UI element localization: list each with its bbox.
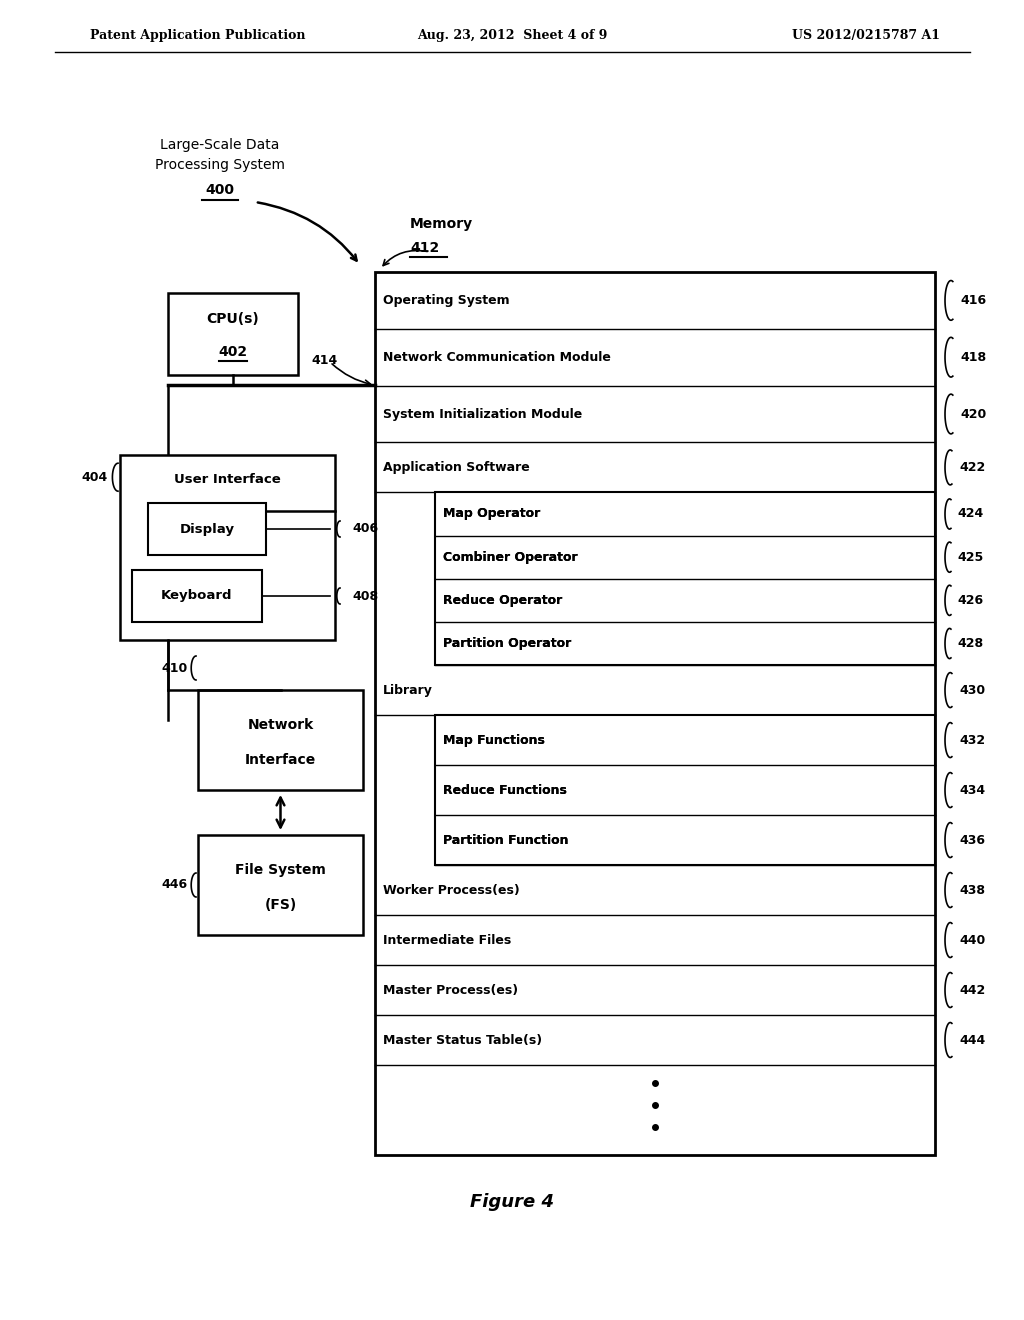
Text: 424: 424: [957, 507, 983, 520]
Text: 422: 422: [959, 461, 985, 474]
Text: Partition Function: Partition Function: [443, 833, 568, 846]
Text: US 2012/0215787 A1: US 2012/0215787 A1: [792, 29, 940, 41]
Text: Large-Scale Data: Large-Scale Data: [161, 139, 280, 152]
Bar: [132, 570, 262, 622]
Text: Keyboard: Keyboard: [161, 590, 232, 602]
Text: Patent Application Publication: Patent Application Publication: [90, 29, 305, 41]
Text: Interface: Interface: [245, 752, 316, 767]
Text: 446: 446: [162, 879, 188, 891]
Text: System Initialization Module: System Initialization Module: [383, 408, 583, 421]
Text: Reduce Operator: Reduce Operator: [443, 594, 562, 607]
Text: Partition Function: Partition Function: [443, 833, 568, 846]
Text: 412: 412: [410, 242, 439, 255]
Text: Network Communication Module: Network Communication Module: [383, 351, 611, 364]
Text: 425: 425: [957, 550, 983, 564]
Text: 428: 428: [957, 638, 983, 649]
Text: Processing System: Processing System: [155, 158, 285, 172]
Text: 432: 432: [959, 734, 985, 747]
Text: 402: 402: [218, 345, 248, 359]
Text: Map Functions: Map Functions: [443, 734, 545, 747]
Bar: [435, 492, 935, 665]
Text: Master Status Table(s): Master Status Table(s): [383, 1034, 542, 1047]
Text: 436: 436: [959, 833, 985, 846]
Text: Combiner Operator: Combiner Operator: [443, 550, 578, 564]
Text: Aug. 23, 2012  Sheet 4 of 9: Aug. 23, 2012 Sheet 4 of 9: [417, 29, 607, 41]
Text: 438: 438: [959, 883, 985, 896]
Text: 420: 420: [961, 408, 987, 421]
Text: 400: 400: [206, 183, 234, 197]
Text: 414: 414: [311, 354, 338, 367]
Text: Reduce Functions: Reduce Functions: [443, 784, 567, 796]
Bar: [198, 690, 362, 789]
Text: 416: 416: [961, 294, 987, 308]
Text: 426: 426: [957, 594, 983, 607]
Text: Memory: Memory: [410, 216, 473, 231]
Text: User Interface: User Interface: [174, 473, 281, 486]
Text: Figure 4: Figure 4: [470, 1193, 554, 1210]
Text: Map Functions: Map Functions: [443, 734, 545, 747]
Text: Combiner Operator: Combiner Operator: [443, 550, 578, 564]
Text: 410: 410: [162, 661, 188, 675]
Text: Intermediate Files: Intermediate Files: [383, 933, 511, 946]
Text: 408: 408: [352, 590, 378, 602]
Text: 442: 442: [959, 983, 985, 997]
Text: 440: 440: [959, 933, 985, 946]
Text: Library: Library: [383, 684, 433, 697]
Text: Network: Network: [248, 718, 313, 733]
Bar: [120, 455, 335, 640]
Text: 434: 434: [959, 784, 985, 796]
Text: Map Operator: Map Operator: [443, 507, 541, 520]
Text: Reduce Functions: Reduce Functions: [443, 784, 567, 796]
Text: Master Process(es): Master Process(es): [383, 983, 518, 997]
Bar: [375, 272, 935, 1155]
Text: CPU(s): CPU(s): [207, 313, 259, 326]
Bar: [435, 715, 935, 865]
Bar: [148, 503, 266, 554]
Text: Application Software: Application Software: [383, 461, 529, 474]
Text: 406: 406: [352, 523, 378, 536]
Text: 430: 430: [959, 684, 985, 697]
Text: Partition Operator: Partition Operator: [443, 638, 571, 649]
Text: 444: 444: [959, 1034, 985, 1047]
Text: Operating System: Operating System: [383, 294, 510, 308]
Text: 404: 404: [82, 471, 108, 483]
Text: Display: Display: [179, 523, 234, 536]
Text: Worker Process(es): Worker Process(es): [383, 883, 520, 896]
Text: Reduce Operator: Reduce Operator: [443, 594, 562, 607]
Text: Partition Operator: Partition Operator: [443, 638, 571, 649]
Bar: [168, 293, 298, 375]
Text: Map Operator: Map Operator: [443, 507, 541, 520]
Text: 418: 418: [961, 351, 987, 364]
Text: (FS): (FS): [264, 898, 297, 912]
Bar: [198, 836, 362, 935]
Text: File System: File System: [236, 863, 326, 876]
